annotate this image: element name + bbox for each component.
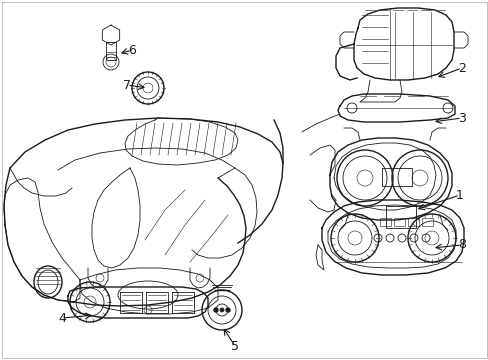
Text: 2: 2	[457, 62, 465, 75]
Text: 4: 4	[58, 311, 66, 324]
Text: 6: 6	[128, 44, 136, 57]
Text: 3: 3	[457, 112, 465, 125]
Bar	[393, 218, 404, 226]
Bar	[379, 218, 390, 226]
Circle shape	[225, 308, 229, 312]
Bar	[407, 218, 418, 226]
Text: 1: 1	[455, 189, 463, 202]
Bar	[106, 42, 116, 60]
Circle shape	[214, 308, 218, 312]
Bar	[385, 206, 415, 228]
Circle shape	[220, 308, 224, 312]
Text: 8: 8	[457, 239, 465, 252]
Bar	[381, 168, 411, 186]
Bar	[421, 218, 432, 226]
Text: 5: 5	[230, 339, 239, 352]
Text: 7: 7	[123, 78, 131, 91]
